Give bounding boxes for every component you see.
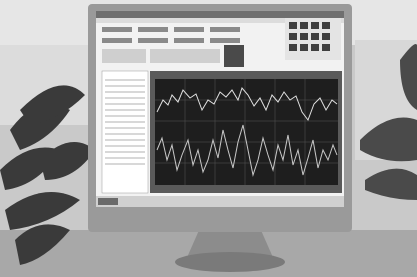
monitor-base [175, 252, 285, 272]
plot-area [155, 79, 338, 185]
start-button [98, 198, 118, 205]
title-bar [96, 11, 344, 18]
list-panel [102, 71, 148, 193]
photo [0, 0, 417, 277]
taskbar [96, 196, 344, 207]
